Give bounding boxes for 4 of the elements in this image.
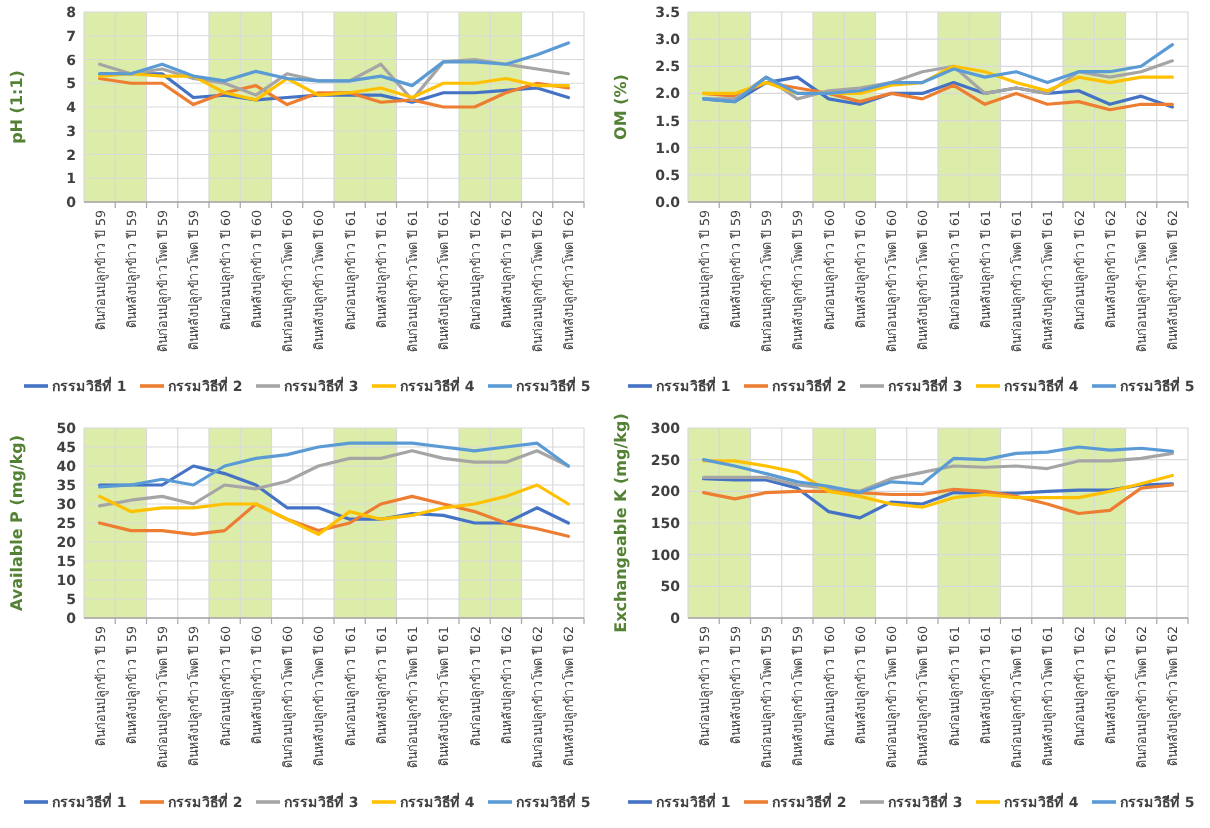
y-axis-title: OM (%) (612, 74, 630, 140)
y-axis-title: pH (1:1) (8, 70, 26, 144)
y-axis-title: Exchangeable K (mg/kg) (612, 413, 630, 633)
y-axis-title: Available P (mg/kg) (8, 434, 26, 612)
